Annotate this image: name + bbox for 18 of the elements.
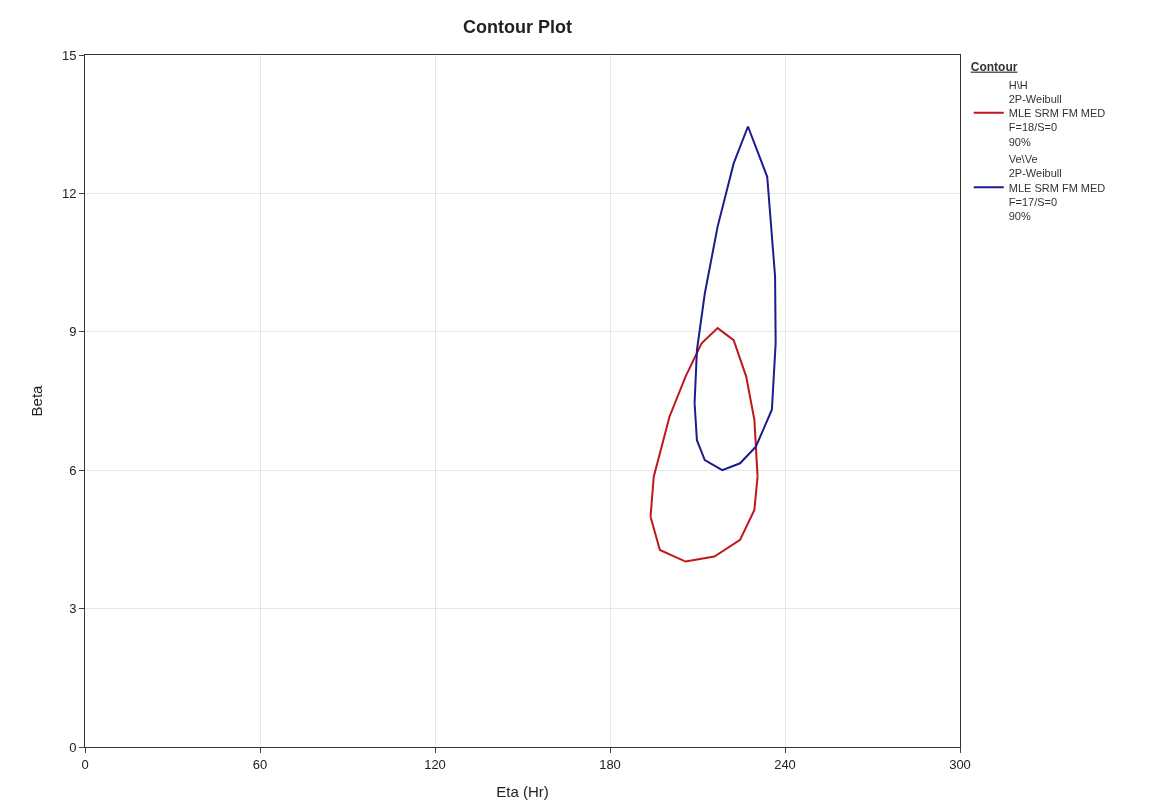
y-axis-title: Beta [28,384,46,417]
y-tick-label: 9 [69,324,77,340]
y-tick-label: 12 [61,185,77,201]
x-tick-label: 60 [252,756,268,772]
x-axis-title: Eta (Hr) [496,782,549,800]
y-tick-label: 0 [69,739,77,755]
x-tick-label: 0 [81,756,89,772]
x-tick-label: 240 [774,756,796,772]
legend-label: H\H 2P-Weibull MLE SRM FM MED F=18/S=0 90% [1008,78,1106,148]
x-tick-label: 120 [424,756,446,772]
legend-title: Contour [970,59,1018,74]
x-tick-label: 300 [949,756,971,772]
y-tick-label: 15 [61,47,77,63]
x-tick-label: 180 [599,756,621,772]
y-tick-label: 3 [69,601,77,617]
y-tick-label: 6 [69,462,77,478]
legend-label: Ve\Ve 2P-Weibull MLE SRM FM MED F=17/S=0 90% [1008,153,1106,223]
chart-title: Contour Plot [463,16,572,37]
